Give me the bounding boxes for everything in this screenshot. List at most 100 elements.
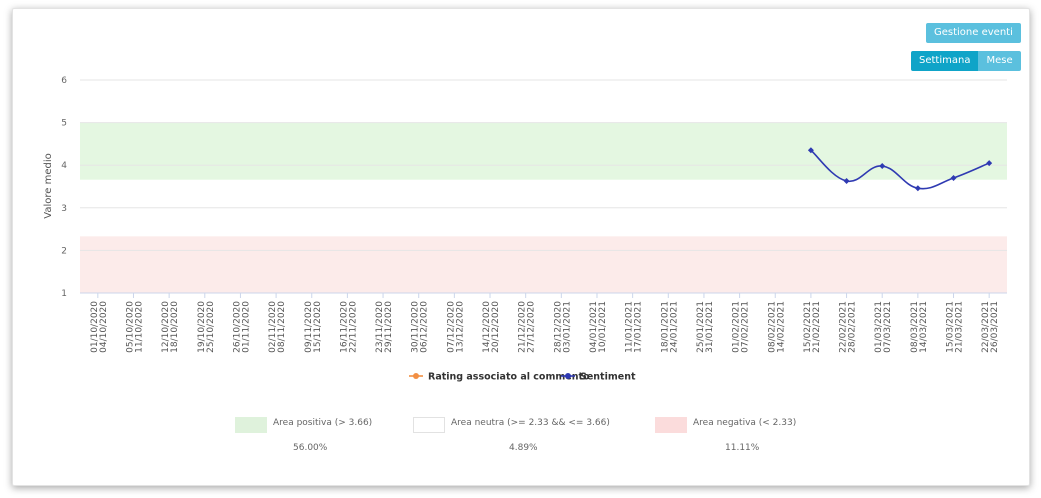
area-negative-percent: 11.11% <box>725 443 760 453</box>
x-tick-line: 18/10/2020 <box>170 301 180 353</box>
area-neutral-label: Area neutra (>= 2.33 && <= 3.66) <box>451 418 610 428</box>
week-button[interactable]: Settimana <box>911 51 979 71</box>
x-tick-line: 07/03/2021 <box>883 301 893 353</box>
x-tick-line: 16/11/2020 <box>339 301 349 353</box>
x-tick-label: 01/10/202004/10/2020 <box>90 301 109 353</box>
y-axis-label: Valore medio <box>43 153 54 218</box>
x-tick-line: 12/10/2020 <box>161 301 171 353</box>
x-tick-label: 08/03/202114/03/2021 <box>910 301 929 353</box>
x-tick-line: 22/03/2021 <box>981 301 991 353</box>
data-point[interactable] <box>879 163 886 170</box>
x-tick-line: 15/02/2021 <box>803 301 813 353</box>
x-tick-line: 10/01/2021 <box>598 301 608 353</box>
series-lines <box>807 147 993 192</box>
x-tick-line: 04/01/2021 <box>589 301 599 353</box>
data-point[interactable] <box>843 177 850 184</box>
plot-bands <box>80 122 1007 293</box>
x-tick-line: 01/11/2020 <box>241 301 251 353</box>
month-button[interactable]: Mese <box>978 51 1021 71</box>
x-tick-line: 05/10/2020 <box>125 301 135 353</box>
events-button[interactable]: Gestione eventi <box>926 23 1021 43</box>
area-neutral-swatch <box>413 417 445 433</box>
x-tick-label: 01/02/202107/02/2021 <box>732 301 751 353</box>
x-tick-line: 01/02/2021 <box>732 301 742 353</box>
x-tick-label: 09/11/202015/11/2020 <box>304 301 323 353</box>
y-tick-label: 6 <box>61 76 67 86</box>
x-tick-label: 26/10/202001/11/2020 <box>232 301 251 353</box>
x-tick-line: 01/10/2020 <box>90 301 100 353</box>
period-toggle: Settimana Mese <box>911 51 1021 71</box>
x-tick-label: 02/11/202008/11/2020 <box>268 301 287 353</box>
area-negative: Area negativa (< 2.33) 11.11% <box>655 417 855 461</box>
x-tick-label: 07/12/202013/12/2020 <box>446 301 465 353</box>
x-tick-line: 21/02/2021 <box>812 301 822 353</box>
series-line-1 <box>810 149 990 190</box>
y-tick-label: 4 <box>61 161 67 171</box>
x-tick-label: 15/02/202121/02/2021 <box>803 301 822 353</box>
x-tick-label: 22/03/202126/03/2021 <box>981 301 1000 353</box>
data-point[interactable] <box>807 147 814 154</box>
x-tick-label: 16/11/202022/11/2020 <box>339 301 358 353</box>
x-tick-label: 28/12/202003/01/2021 <box>553 301 572 353</box>
x-tick-line: 02/11/2020 <box>268 301 278 353</box>
chart-card: Gestione eventi Settimana Mese 1 2 3 4 5 6 01… <box>12 8 1030 486</box>
legend-marker[interactable] <box>413 373 419 379</box>
x-tick-line: 30/11/2020 <box>411 301 421 353</box>
x-tick-line: 18/01/2021 <box>660 301 670 353</box>
x-tick-line: 14/02/2021 <box>776 301 786 353</box>
x-tick-label: 30/11/202006/12/2020 <box>411 301 430 353</box>
x-tick-line: 31/01/2021 <box>705 301 715 353</box>
legend-marker[interactable] <box>565 373 571 379</box>
area-neutral-percent: 4.89% <box>509 443 538 453</box>
x-tick-line: 24/01/2021 <box>669 301 679 353</box>
x-tick-label: 22/02/202128/02/2021 <box>839 301 858 353</box>
y-tick-label: 2 <box>61 246 67 256</box>
x-tick-line: 14/03/2021 <box>919 301 929 353</box>
x-tick-line: 22/02/2021 <box>839 301 849 353</box>
x-tick-line: 06/12/2020 <box>420 301 430 353</box>
x-tick-label: 19/10/202025/10/2020 <box>197 301 216 353</box>
plot-band-1 <box>80 236 1007 293</box>
x-tick-line: 26/03/2021 <box>990 301 1000 353</box>
data-point[interactable] <box>950 174 957 181</box>
x-tick-line: 23/11/2020 <box>375 301 385 353</box>
x-tick-line: 15/11/2020 <box>313 301 323 353</box>
x-tick-line: 11/10/2020 <box>134 301 144 353</box>
y-tick-label: 1 <box>61 289 67 299</box>
area-negative-swatch <box>655 417 687 433</box>
x-tick-line: 17/01/2021 <box>634 301 644 353</box>
x-tick-label: 04/01/202110/01/2021 <box>589 301 608 353</box>
x-tick-line: 04/10/2020 <box>99 301 109 353</box>
area-positive: Area positiva (> 3.66) 56.00% <box>235 417 435 461</box>
x-tick-label: 11/01/202117/01/2021 <box>625 301 644 353</box>
y-tick-label: 5 <box>61 119 67 129</box>
x-tick-line: 21/03/2021 <box>955 301 965 353</box>
legend-label[interactable]: Sentiment <box>580 372 636 383</box>
x-tick-line: 25/10/2020 <box>206 301 216 353</box>
x-tick-line: 21/12/2020 <box>518 301 528 353</box>
area-legend: Area positiva (> 3.66) 56.00% Area neutr… <box>13 417 1029 467</box>
x-tick-label: 01/03/202107/03/2021 <box>874 301 893 353</box>
plot-band-0 <box>80 122 1007 180</box>
legend-label[interactable]: Rating associato al commento <box>428 372 590 383</box>
x-axis-ticks: 01/10/202004/10/2020 05/10/202011/10/2020… <box>90 293 1000 353</box>
x-tick-line: 03/01/2021 <box>562 301 572 353</box>
x-tick-line: 08/11/2020 <box>277 301 287 353</box>
area-positive-swatch <box>235 417 267 433</box>
data-point[interactable] <box>914 185 921 192</box>
x-tick-label: 05/10/202011/10/2020 <box>125 301 144 353</box>
area-neutral: Area neutra (>= 2.33 && <= 3.66) 4.89% <box>413 417 653 461</box>
x-tick-line: 14/12/2020 <box>482 301 492 353</box>
x-tick-label: 25/01/202131/01/2021 <box>696 301 715 353</box>
x-tick-line: 26/10/2020 <box>232 301 242 353</box>
x-tick-line: 07/12/2020 <box>446 301 456 353</box>
x-tick-label: 14/12/202020/12/2020 <box>482 301 501 353</box>
x-tick-line: 15/03/2021 <box>946 301 956 353</box>
x-tick-line: 28/02/2021 <box>848 301 858 353</box>
x-tick-label: 18/01/202124/01/2021 <box>660 301 679 353</box>
data-point[interactable] <box>986 160 993 167</box>
y-axis-ticks: 1 2 3 4 5 6 <box>61 76 67 299</box>
x-tick-line: 13/12/2020 <box>455 301 465 353</box>
